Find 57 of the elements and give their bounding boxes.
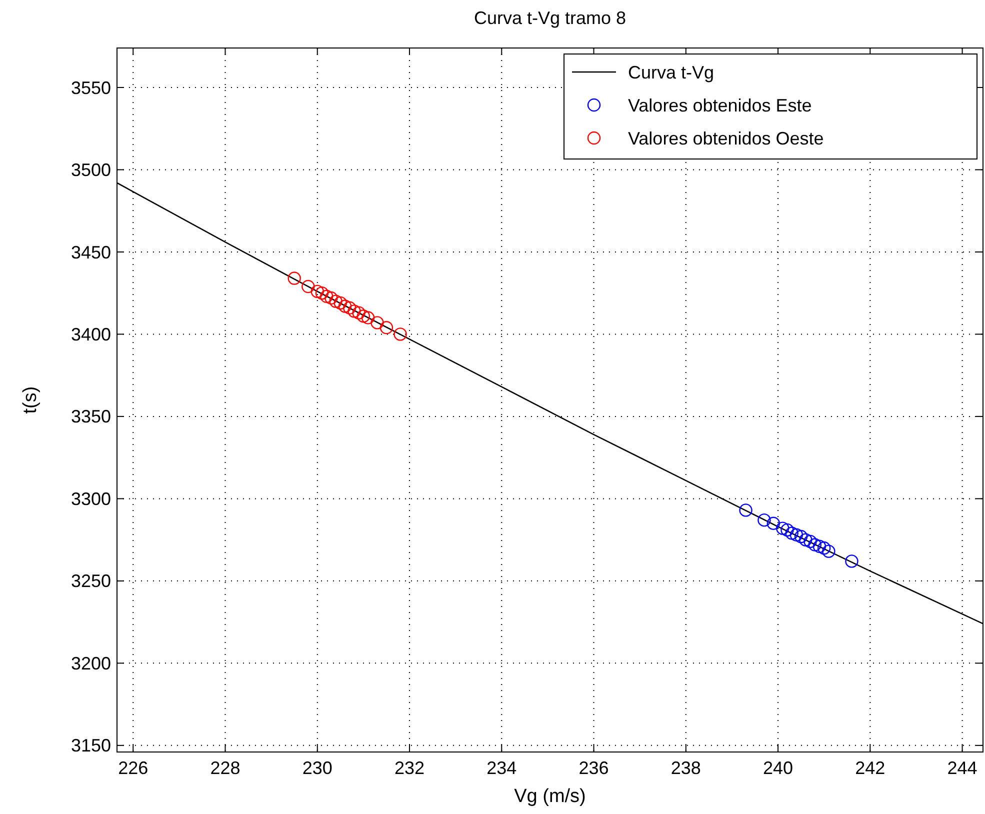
x-tick-label: 230 bbox=[302, 758, 332, 778]
point bbox=[808, 538, 822, 552]
point bbox=[315, 286, 329, 300]
y-axis-title: t(s) bbox=[20, 386, 41, 414]
point bbox=[302, 280, 315, 294]
x-tick-label: 234 bbox=[486, 758, 517, 778]
point bbox=[352, 306, 366, 320]
x-tick-label: 244 bbox=[947, 758, 978, 778]
point bbox=[799, 533, 812, 546]
point bbox=[785, 526, 798, 540]
point bbox=[739, 504, 752, 517]
point bbox=[817, 541, 831, 555]
x-tick-label: 226 bbox=[118, 758, 148, 778]
point bbox=[822, 544, 836, 558]
point bbox=[790, 528, 804, 542]
y-tick-label: 3300 bbox=[70, 488, 111, 509]
point bbox=[812, 540, 826, 553]
y-tick-label: 3350 bbox=[70, 406, 111, 427]
point bbox=[329, 294, 342, 308]
y-tick-label: 3500 bbox=[70, 160, 111, 180]
y-tick-label: 3400 bbox=[70, 324, 111, 345]
point bbox=[324, 291, 338, 305]
x-tick-label: 232 bbox=[394, 758, 425, 778]
y-tick-label: 3150 bbox=[70, 736, 111, 756]
y-tick-label: 3250 bbox=[70, 571, 111, 592]
point bbox=[288, 272, 301, 285]
legend-label: Curva t-Vg bbox=[628, 62, 714, 82]
point bbox=[758, 513, 771, 527]
point bbox=[310, 284, 324, 298]
point bbox=[845, 554, 858, 568]
x-tick-label: 242 bbox=[855, 758, 886, 778]
point bbox=[356, 310, 370, 323]
point bbox=[766, 516, 780, 530]
point bbox=[780, 523, 794, 537]
chart-title: Curva t-Vg tramo 8 bbox=[474, 8, 626, 28]
x-tick-label: 240 bbox=[762, 758, 794, 778]
point bbox=[338, 300, 352, 313]
y-tick-label: 3550 bbox=[70, 78, 111, 98]
point bbox=[394, 328, 407, 341]
point bbox=[380, 321, 394, 334]
point bbox=[804, 534, 817, 548]
point bbox=[370, 316, 384, 330]
point bbox=[334, 296, 348, 310]
point bbox=[794, 530, 808, 544]
point bbox=[320, 290, 334, 303]
x-tick-label: 236 bbox=[578, 758, 609, 778]
x-axis-title: Vg (m/s) bbox=[514, 786, 586, 807]
x-tick-label: 238 bbox=[670, 758, 701, 778]
point bbox=[343, 301, 356, 314]
point bbox=[776, 522, 790, 535]
legend-label: Valores obtenidos Oeste bbox=[628, 128, 824, 148]
legend-label: Valores obtenidos Este bbox=[628, 95, 812, 116]
x-tick-label: 228 bbox=[210, 758, 240, 778]
point bbox=[348, 304, 361, 318]
y-tick-label: 3200 bbox=[70, 653, 111, 674]
point bbox=[361, 311, 375, 324]
y-tick-label: 3450 bbox=[70, 242, 111, 262]
